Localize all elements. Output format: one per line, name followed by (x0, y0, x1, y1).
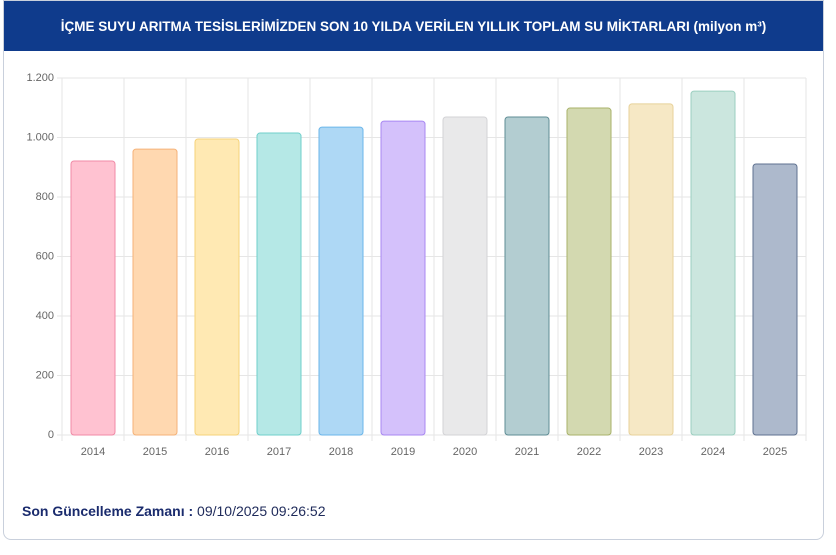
bar (752, 163, 798, 436)
y-tick-label: 400 (36, 310, 54, 322)
bar (318, 126, 364, 436)
chart-title: İÇME SUYU ARITMA TESİSLERİMİZDEN SON 10 … (4, 1, 823, 51)
bar (256, 132, 302, 436)
x-tick-label: 2017 (267, 446, 291, 458)
x-tick-label: 2019 (391, 446, 415, 458)
bar (504, 116, 550, 436)
y-tick-label: 600 (36, 250, 54, 262)
x-tick-label: 2018 (329, 446, 353, 458)
bar (70, 160, 116, 436)
x-tick-label: 2025 (763, 446, 787, 458)
x-tick-label: 2014 (81, 446, 105, 458)
card: İÇME SUYU ARITMA TESİSLERİMİZDEN SON 10 … (3, 0, 824, 540)
y-tick-label: 1.000 (26, 131, 54, 143)
x-tick-label: 2022 (577, 446, 601, 458)
bar (566, 107, 612, 436)
x-tick-label: 2020 (453, 446, 477, 458)
x-tick-label: 2015 (143, 446, 167, 458)
x-tick-label: 2021 (515, 446, 539, 458)
footer-value: 09/10/2025 09:26:52 (197, 503, 326, 519)
y-tick-label: 0 (48, 429, 54, 441)
bar (628, 103, 674, 436)
y-tick-label: 1.200 (26, 72, 54, 84)
bar (380, 120, 426, 436)
x-tick-label: 2023 (639, 446, 663, 458)
footer-label: Son Güncelleme Zamanı : (22, 503, 194, 519)
bar (690, 90, 736, 436)
footer: Son Güncelleme Zamanı : 09/10/2025 09:26… (22, 503, 326, 519)
bar (132, 148, 178, 436)
bar (442, 116, 488, 436)
y-tick-label: 800 (36, 191, 54, 203)
x-tick-label: 2024 (701, 446, 725, 458)
bar (194, 138, 240, 436)
x-tick-label: 2016 (205, 446, 229, 458)
y-tick-label: 200 (36, 369, 54, 381)
